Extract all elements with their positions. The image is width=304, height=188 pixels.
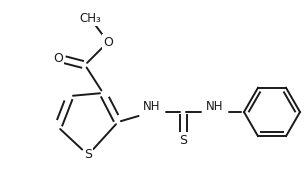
- Text: O: O: [53, 52, 63, 64]
- Text: S: S: [179, 133, 187, 146]
- Text: S: S: [84, 149, 92, 161]
- Text: NH: NH: [143, 99, 161, 112]
- Text: O: O: [103, 36, 113, 49]
- Text: CH₃: CH₃: [79, 11, 101, 24]
- Text: NH: NH: [206, 99, 224, 112]
